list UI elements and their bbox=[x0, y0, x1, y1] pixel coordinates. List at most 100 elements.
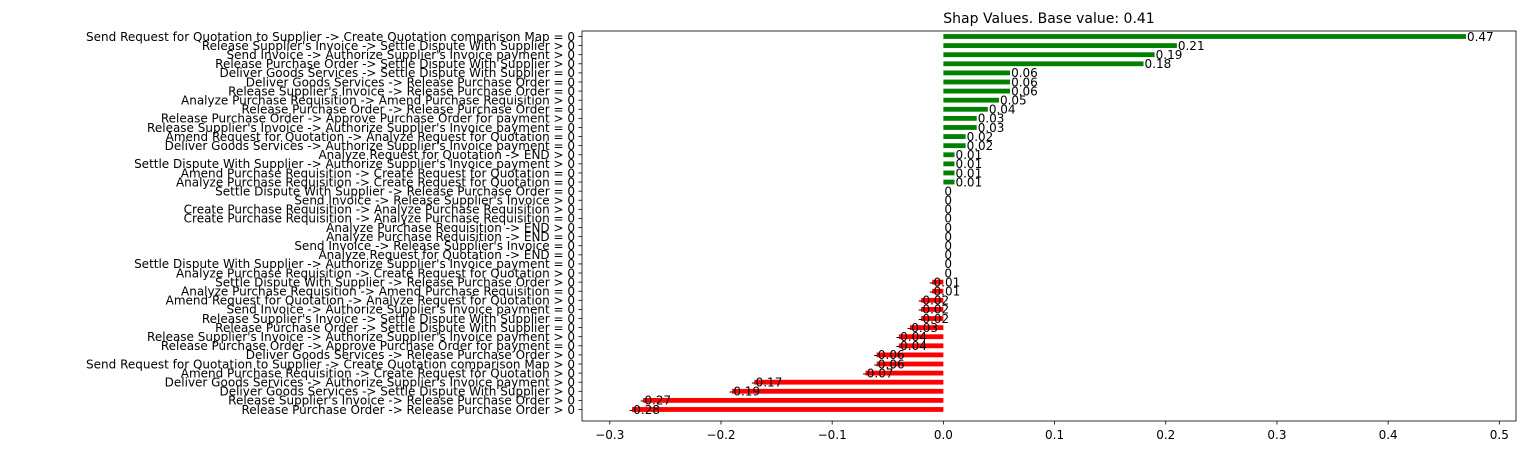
bar bbox=[943, 61, 1144, 67]
y-tick-label: Analyze Purchase Requisition -> Create R… bbox=[176, 175, 575, 189]
x-tick-label: 0.1 bbox=[1045, 428, 1064, 442]
x-tick-label: 0.3 bbox=[1267, 428, 1286, 442]
bar bbox=[910, 325, 944, 331]
bar bbox=[865, 370, 944, 376]
bar bbox=[943, 97, 999, 103]
y-tick-label: Settle Dispute With Supplier -> Release … bbox=[215, 275, 575, 289]
x-tick-label: −0.1 bbox=[818, 428, 847, 442]
y-tick-label: Release Supplier's Invoice -> Settle Dis… bbox=[202, 39, 575, 53]
bar bbox=[943, 161, 955, 167]
data-label: 0.01 bbox=[955, 148, 982, 162]
data-label: -0.27 bbox=[640, 394, 671, 408]
y-tick-label: Release Supplier's Invoice -> Authorize … bbox=[147, 330, 575, 344]
y-tick-label: Deliver Goods Services -> Settle Dispute… bbox=[219, 66, 575, 80]
y-tick-label: Analyze Purchase Requisition -> END = 0 bbox=[326, 230, 575, 244]
y-tick-label: Settle Dispute With Supplier -> Release … bbox=[215, 184, 575, 198]
y-tick-label: Release Supplier's Invoice -> Release Pu… bbox=[228, 84, 575, 98]
data-label: 0.02 bbox=[967, 139, 994, 153]
y-tick-label: Deliver Goods Services -> Release Purcha… bbox=[246, 75, 575, 89]
data-label: 0.03 bbox=[978, 112, 1005, 126]
bar bbox=[921, 297, 944, 303]
y-tick-label: Analyze Request for Quotation -> END = 0 bbox=[318, 248, 575, 262]
data-label: 0.19 bbox=[1156, 48, 1183, 62]
data-label: 0 bbox=[944, 184, 952, 198]
data-label: 0 bbox=[944, 230, 952, 244]
data-label: 0 bbox=[944, 239, 952, 253]
y-tick-label: Release Supplier's Invoice -> Authorize … bbox=[147, 121, 575, 135]
data-label: 0 bbox=[944, 257, 952, 271]
data-label: 0.06 bbox=[1011, 84, 1038, 98]
y-tick-label: Release Purchase Order -> Release Purcha… bbox=[241, 103, 575, 117]
y-tick-label: Create Purchase Requisition -> Analyze P… bbox=[184, 212, 575, 226]
y-tick-label: Deliver Goods Services -> Release Purcha… bbox=[246, 348, 575, 362]
data-label: 0.21 bbox=[1178, 39, 1205, 53]
y-tick-label: Release Purchase Order -> Approve Purcha… bbox=[161, 112, 575, 126]
data-label: 0.05 bbox=[1000, 93, 1027, 107]
data-label: 0.06 bbox=[1011, 75, 1038, 89]
y-tick-label: Analyze Request for Quotation -> END > 0 bbox=[318, 148, 575, 162]
data-label: -0.02 bbox=[918, 303, 949, 317]
chart-title: Shap Values. Base value: 0.41 bbox=[943, 11, 1154, 27]
bar bbox=[943, 88, 1011, 94]
x-tick-label: 0.5 bbox=[1490, 428, 1509, 442]
data-label: -0.03 bbox=[907, 321, 938, 335]
bar bbox=[943, 143, 966, 149]
bar bbox=[898, 334, 944, 340]
y-tick-label: Deliver Goods Services -> Settle Dispute… bbox=[219, 385, 575, 399]
y-tick-label: Send Invoice -> Authorize Supplier's Inv… bbox=[227, 48, 575, 62]
y-tick-label: Settle Dispute With Supplier -> Authoriz… bbox=[134, 157, 575, 171]
y-tick-label: Release Purchase Order -> Release Purcha… bbox=[241, 403, 575, 417]
bars-layer bbox=[632, 34, 1466, 412]
y-tick-label: Send Request for Quotation to Supplier -… bbox=[86, 357, 575, 371]
y-tick-label: Deliver Goods Services -> Authorize Supp… bbox=[165, 375, 575, 389]
x-tick-label: 0.0 bbox=[934, 428, 953, 442]
bar bbox=[732, 388, 944, 394]
data-label: 0.47 bbox=[1467, 30, 1494, 44]
data-label: -0.06 bbox=[874, 357, 905, 371]
y-tick-label: Amend Purchase Requisition -> Create Req… bbox=[181, 366, 575, 380]
category-labels-layer: Send Request for Quotation to Supplier -… bbox=[86, 30, 582, 417]
y-tick-label: Analyze Purchase Requisition -> Amend Pu… bbox=[181, 285, 575, 299]
y-tick-label: Release Purchase Order -> Approve Purcha… bbox=[161, 339, 575, 353]
data-label: 0.01 bbox=[955, 175, 982, 189]
y-tick-label: Analyze Purchase Requisition -> END > 0 bbox=[326, 221, 575, 235]
data-label: -0.01 bbox=[929, 275, 960, 289]
bar bbox=[943, 70, 1011, 76]
data-label: -0.04 bbox=[896, 339, 927, 353]
data-label: 0 bbox=[944, 203, 952, 217]
bar bbox=[898, 343, 944, 349]
data-label: -0.28 bbox=[629, 403, 660, 417]
y-tick-label: Amend Purchase Requisition -> Create Req… bbox=[181, 166, 575, 180]
bar bbox=[632, 407, 944, 412]
data-label: -0.07 bbox=[862, 366, 893, 380]
bar bbox=[876, 352, 944, 358]
data-label: 0.02 bbox=[967, 130, 994, 144]
x-tick-label: −0.2 bbox=[706, 428, 735, 442]
data-label: 0.18 bbox=[1145, 57, 1172, 71]
bar bbox=[943, 134, 966, 139]
y-tick-label: Release Purchase Order -> Settle Dispute… bbox=[215, 57, 575, 71]
bar bbox=[643, 397, 944, 403]
data-label: 0.03 bbox=[978, 121, 1005, 135]
y-tick-label: Release Supplier's Invoice -> Settle Dis… bbox=[202, 312, 575, 326]
data-label: 0 bbox=[944, 221, 952, 235]
y-tick-label: Send Request for Quotation to Supplier -… bbox=[86, 30, 575, 44]
bar bbox=[932, 279, 944, 285]
y-tick-label: Send Invoice -> Release Supplier's Invoi… bbox=[294, 239, 575, 253]
x-tick-label: 0.4 bbox=[1379, 428, 1398, 442]
data-label: -0.04 bbox=[896, 330, 927, 344]
y-tick-label: Release Supplier's Invoice -> Release Pu… bbox=[228, 394, 575, 408]
y-tick-label: Release Purchase Order -> Settle Dispute… bbox=[215, 321, 575, 335]
y-tick-label: Send Invoice -> Release Supplier's Invoi… bbox=[294, 194, 575, 208]
y-tick-label: Amend Request for Quotation -> Analyze R… bbox=[166, 294, 575, 308]
data-label: -0.17 bbox=[751, 375, 782, 389]
data-label: 0 bbox=[944, 248, 952, 262]
data-label: -0.02 bbox=[918, 294, 949, 308]
y-tick-label: Send Invoice -> Authorize Supplier's Inv… bbox=[227, 303, 575, 317]
bar bbox=[876, 361, 944, 367]
data-label: 0 bbox=[944, 266, 952, 280]
data-label: 0.06 bbox=[1011, 66, 1038, 80]
y-tick-label: Analyze Purchase Requisition -> Amend Pu… bbox=[181, 93, 575, 107]
bar bbox=[943, 79, 1011, 85]
